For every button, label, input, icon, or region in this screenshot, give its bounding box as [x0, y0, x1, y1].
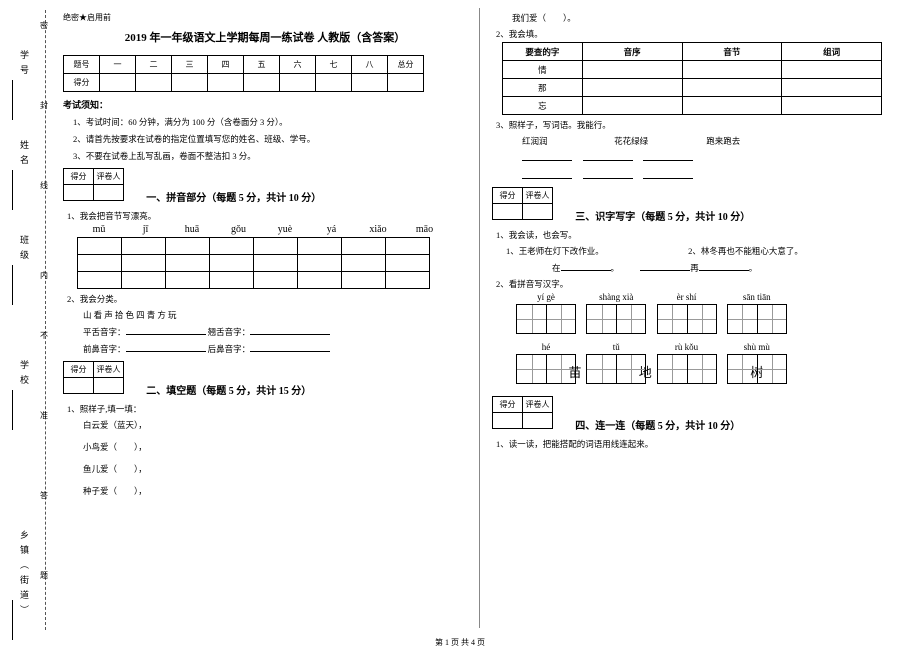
secret-header: 绝密★启用前 [63, 12, 467, 23]
question-text: 3、照样子，写词语。我能行。 [496, 119, 896, 131]
fold-marker: 密 [40, 20, 48, 31]
side-label: 学号 [18, 50, 31, 80]
fold-marker: 内 [40, 270, 48, 281]
paper-title: 2019 年一年级语文上学期每周一练试卷 人教版（含答案） [63, 29, 467, 45]
score-box: 得分评卷人 [63, 361, 124, 394]
fold-marker: 答 [40, 490, 48, 501]
section-header: 得分评卷人 二、填空题（每题 5 分，共计 15 分） [63, 361, 467, 397]
pinyin-row: mǔ jī huā gǒu yuè yá xiǎo māo [77, 224, 467, 235]
rule-item: 2、请首先按要求在试卷的指定位置填写您的姓名、班级、学号。 [73, 133, 467, 145]
char-box: yí gè [516, 292, 576, 336]
score-summary-table: 题号 一 二 三 四 五 六 七 八 总分 得分 [63, 55, 424, 92]
side-label: 学校 [18, 360, 31, 390]
fold-marker: 线 [40, 180, 48, 191]
section-header: 得分评卷人 三、识字写字（每题 5 分，共计 10 分） [492, 187, 896, 223]
sentence-row: 1、王老师在灯下改作业。 2、林冬再也不能粗心大意了。 [506, 245, 896, 257]
char-list: 山 看 声 拾 色 四 青 方 玩 [83, 309, 467, 321]
char-box: shù mù 树 [727, 342, 787, 386]
fill-item: 鱼儿爱（ ）， [83, 463, 467, 475]
question-text: 1、我会把音节写漂亮。 [67, 210, 467, 222]
fold-marker: 题 [40, 570, 48, 581]
side-label: 班级 [18, 235, 31, 265]
section-header: 得分评卷人 四、连一连（每题 5 分，共计 10 分） [492, 396, 896, 432]
question-text: 1、读一读，把能搭配的词语用线连起来。 [496, 438, 896, 450]
binding-margin: 学号姓名班级学校乡镇（街道） 密封线内不准答题 [0, 0, 55, 650]
column-divider [479, 8, 480, 628]
fill-item: 小鸟爱（ ）， [83, 441, 467, 453]
section-header: 得分评卷人 一、拼音部分（每题 5 分，共计 10 分） [63, 168, 467, 204]
rule-item: 3、不要在试卷上乱写乱画，卷面不整洁扣 3 分。 [73, 150, 467, 162]
side-label: 乡镇（街道） [18, 530, 31, 620]
notice-heading: 考试须知： [63, 98, 467, 111]
fold-marker: 不 [40, 330, 48, 341]
char-box: hé 苗 [516, 342, 576, 386]
fill-item: 种子爱（ ）， [83, 485, 467, 497]
table-row: 忘 [503, 97, 882, 115]
left-column: 绝密★启用前 2019 年一年级语文上学期每周一练试卷 人教版（含答案） 题号 … [55, 8, 475, 628]
table-row: 情 [503, 61, 882, 79]
lookup-table: 要查的字 音序 音节 组词 情 那 忘 [502, 42, 882, 115]
fill-item: 白云爱（蓝天）， [83, 419, 467, 431]
blank-row [522, 169, 896, 181]
fill-item: 我们爱（ ）。 [512, 12, 896, 24]
char-box: èr shí [657, 292, 717, 336]
page: 绝密★启用前 2019 年一年级语文上学期每周一练试卷 人教版（含答案） 题号 … [55, 8, 905, 628]
section-title: 三、识字写字（每题 5 分，共计 10 分） [575, 212, 750, 223]
table-row: 要查的字 音序 音节 组词 [503, 43, 882, 61]
question-text: 1、照样子,填一填： [67, 403, 467, 415]
section-title: 二、填空题（每题 5 分，共计 15 分） [146, 386, 311, 397]
pinyin-grid [77, 237, 430, 289]
fill-line: 前鼻音字： 后鼻音字： [83, 342, 467, 355]
char-box: sān tiān [727, 292, 787, 336]
blank-row [522, 151, 896, 163]
tianzige-row: yí gè shàng xià èr shí sān tiān [512, 292, 896, 336]
question-text: 2、我会填。 [496, 28, 896, 40]
score-box: 得分评卷人 [492, 187, 553, 220]
question-text: 2、看拼音写汉字。 [496, 278, 896, 290]
side-label: 姓名 [18, 140, 31, 170]
char-box: shàng xià [586, 292, 646, 336]
score-box: 得分评卷人 [492, 396, 553, 429]
char-box: rù kǒu [657, 342, 717, 386]
section-title: 一、拼音部分（每题 5 分，共计 10 分） [146, 193, 321, 204]
score-box: 得分评卷人 [63, 168, 124, 201]
fold-marker: 准 [40, 410, 48, 421]
fill-line: 平舌音字： 翘舌音字： [83, 325, 467, 338]
table-row: 题号 一 二 三 四 五 六 七 八 总分 [64, 56, 424, 74]
rule-item: 1、考试时间：60 分钟，满分为 100 分（含卷面分 3 分）。 [73, 116, 467, 128]
right-column: 我们爱（ ）。 2、我会填。 要查的字 音序 音节 组词 情 那 忘 3、照样子… [484, 8, 904, 628]
question-text: 1、我会读，也会写。 [496, 229, 896, 241]
example-row: 红润润 花花绿绿 跑来跑去 [522, 135, 896, 147]
table-row: 得分 [64, 74, 424, 92]
table-row: 那 [503, 79, 882, 97]
section-title: 四、连一连（每题 5 分，共计 10 分） [575, 421, 740, 432]
fill-line: 在。 再。 [552, 261, 896, 274]
char-box: tǔ 地 [586, 342, 646, 386]
tianzige-row: hé 苗 tǔ 地 rù kǒu shù mù 树 [512, 342, 896, 386]
fold-marker: 封 [40, 100, 48, 111]
question-text: 2、我会分类。 [67, 293, 467, 305]
page-footer: 第 1 页 共 4 页 [0, 637, 920, 648]
